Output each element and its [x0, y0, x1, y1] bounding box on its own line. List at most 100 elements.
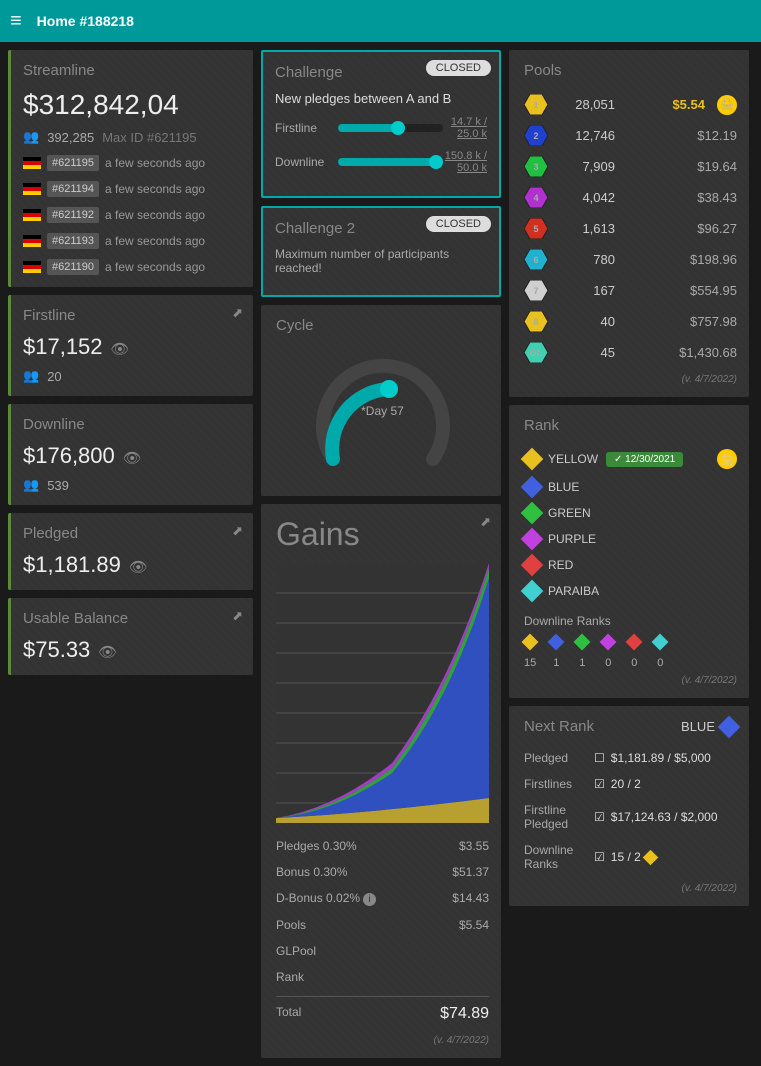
stream-item[interactable]: #621194a few seconds ago	[23, 181, 241, 197]
pool-count: 45	[560, 345, 615, 360]
stream-id: #621195	[47, 155, 99, 171]
rank-card: Rank YELLOW✓ 12/30/2021🖨BLUEGREENPURPLER…	[509, 405, 749, 698]
open-icon[interactable]: ⬈	[232, 305, 243, 321]
visibility-icon[interactable]: 👁	[111, 341, 130, 358]
menu-icon[interactable]: ≡	[10, 10, 22, 33]
gain-row: Rank	[276, 964, 489, 990]
downline-card[interactable]: Downline $176,800👁 👥539	[8, 404, 253, 505]
status-badge: CLOSED	[426, 60, 491, 76]
rank-row[interactable]: PURPLE	[524, 526, 737, 552]
downline-value: $176,800👁	[23, 443, 241, 469]
diamond-icon	[718, 715, 741, 738]
rank-row[interactable]: GREEN	[524, 500, 737, 526]
nextrank-label: Pledged	[524, 751, 594, 765]
rank-row[interactable]: RED	[524, 552, 737, 578]
downline-rank-count: 1	[550, 657, 562, 669]
stream-item[interactable]: #621192a few seconds ago	[23, 207, 241, 223]
pool-gem-icon: 1	[524, 94, 548, 115]
pool-count: 12,746	[560, 128, 615, 143]
nextrank-row: Downline Ranks☑15 / 2	[524, 837, 737, 877]
pool-row[interactable]: 51,613$96.27	[524, 213, 737, 244]
gain-label: Pledges 0.30%	[276, 839, 357, 853]
stream-item[interactable]: #621195 a few seconds ago	[23, 155, 241, 171]
open-icon[interactable]: ⬈	[232, 608, 243, 624]
flag-icon	[23, 235, 41, 247]
streamline-value: $312,842,04	[23, 89, 241, 121]
gain-row: Pools$5.54	[276, 912, 489, 938]
stream-time: a few seconds ago	[105, 234, 205, 248]
nextrank-label: Downline Ranks	[524, 843, 594, 871]
flag-icon	[23, 183, 41, 195]
open-icon[interactable]: ⬈	[480, 514, 491, 530]
nextrank-value: $1,181.89 / $5,000	[611, 751, 711, 765]
stream-time: a few seconds ago	[105, 156, 205, 170]
print-icon[interactable]: 🖨	[717, 449, 737, 469]
rank-row[interactable]: PARAIBA	[524, 578, 737, 604]
pool-gem-icon: 8	[524, 311, 548, 332]
stream-item[interactable]: #621193a few seconds ago	[23, 233, 241, 249]
pools-card: Pools 128,051$5.54🖨212,746$12.1937,909$1…	[509, 50, 749, 397]
pool-count: 7,909	[560, 159, 615, 174]
pledged-card[interactable]: ⬈ Pledged $1,181.89👁	[8, 513, 253, 590]
slider-track[interactable]	[338, 124, 443, 132]
flag-icon	[23, 157, 41, 169]
stream-item[interactable]: #621190a few seconds ago	[23, 259, 241, 275]
rank-row[interactable]: YELLOW✓ 12/30/2021🖨	[524, 444, 737, 474]
pool-value: $757.98	[627, 314, 737, 329]
info-icon[interactable]: i	[363, 893, 376, 906]
challenge-card: CLOSED Challenge New pledges between A a…	[261, 50, 501, 198]
streamline-title: Streamline	[23, 62, 241, 79]
rank-name: PARAIBA	[548, 584, 599, 598]
pool-gem-icon: 3	[524, 156, 548, 177]
pool-row[interactable]: 128,051$5.54🖨	[524, 89, 737, 120]
nextrank-value: 20 / 2	[611, 777, 641, 791]
diamond-icon	[521, 528, 544, 551]
visibility-icon[interactable]: 👁	[123, 450, 142, 467]
diamond-icon	[574, 634, 591, 651]
downline-rank-item: 1	[576, 636, 588, 669]
diamond-icon	[652, 634, 669, 651]
visibility-icon[interactable]: 👁	[98, 644, 117, 661]
downline-title: Downline	[23, 416, 241, 433]
nextrank-row: Firstline Pledged☑$17,124.63 / $2,000	[524, 797, 737, 837]
usable-card[interactable]: ⬈ Usable Balance $75.33👁	[8, 598, 253, 675]
pool-row[interactable]: 44,042$38.43	[524, 182, 737, 213]
firstline-card[interactable]: ⬈ Firstline $17,152👁 👥20	[8, 295, 253, 396]
rank-name: BLUE	[548, 480, 579, 494]
print-icon[interactable]: 🖨	[717, 95, 737, 115]
pool-row[interactable]: 7167$554.95	[524, 275, 737, 306]
pool-count: 780	[560, 252, 615, 267]
visibility-icon[interactable]: 👁	[129, 559, 148, 576]
streamline-maxid: Max ID #621195	[102, 130, 196, 145]
open-icon[interactable]: ⬈	[232, 523, 243, 539]
pledged-title: Pledged	[23, 525, 241, 542]
diamond-icon	[521, 554, 544, 577]
pool-row[interactable]: 37,909$19.64	[524, 151, 737, 182]
rank-name: YELLOW	[548, 452, 598, 466]
version-text: (v. 4/7/2022)	[524, 883, 737, 894]
gain-value: $3.55	[459, 839, 489, 853]
check-icon: ☑	[594, 810, 605, 824]
gain-label: Bonus 0.30%	[276, 865, 347, 879]
pool-value: $5.54	[627, 97, 705, 112]
pool-row[interactable]: GL45$1,430.68	[524, 337, 737, 368]
gain-row: D-Bonus 0.02%i$14.43	[276, 885, 489, 912]
nextrank-row: Pledged☐$1,181.89 / $5,000	[524, 745, 737, 771]
gain-value: $5.54	[459, 918, 489, 932]
rank-row[interactable]: BLUE	[524, 474, 737, 500]
pool-gem-icon: GL	[524, 342, 548, 363]
diamond-icon	[521, 580, 544, 603]
stream-time: a few seconds ago	[105, 182, 205, 196]
cycle-title: Cycle	[276, 317, 489, 334]
downline-rank-item: 0	[602, 636, 614, 669]
nextrank-value: $17,124.63 / $2,000	[611, 810, 718, 824]
pool-row[interactable]: 212,746$12.19	[524, 120, 737, 151]
slider-track[interactable]	[338, 158, 437, 166]
pool-row[interactable]: 840$757.98	[524, 306, 737, 337]
gain-label: D-Bonus 0.02%i	[276, 891, 376, 906]
slider-value: 14.7 k /25.0 k	[451, 116, 487, 140]
diamond-icon	[643, 849, 659, 865]
gains-card[interactable]: ⬈ Gains Pledges 0.30%$3.	[261, 504, 501, 1058]
pool-row[interactable]: 6780$198.96	[524, 244, 737, 275]
streamline-count: 392,285	[47, 130, 94, 145]
